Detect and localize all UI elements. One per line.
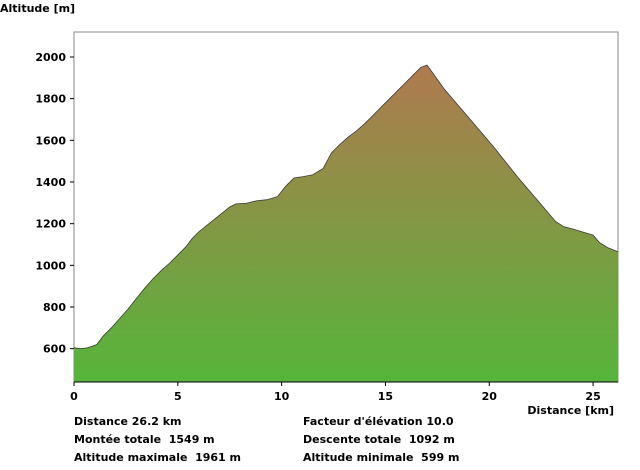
x-tick-label: 0	[70, 390, 78, 403]
elevation-area	[74, 65, 618, 382]
y-axis-label: Altitude [m]	[0, 2, 75, 15]
x-tick-label: 5	[174, 390, 182, 403]
elevation-line	[73, 64, 619, 350]
y-tick-label: 1200	[35, 218, 66, 231]
y-tick-label: 2000	[35, 51, 66, 64]
y-tick-label: 600	[43, 343, 66, 356]
stat-total-descent: Descente totale 1092 m	[303, 433, 455, 446]
elevation-chart: 600 800 1000 1200 1400 1600 1800 2000 0 5 10 15 20 2…	[0, 2, 619, 417]
x-tick-label: 15	[378, 390, 393, 403]
stat-max-altitude: Altitude maximale 1961 m	[74, 451, 241, 464]
stat-total-ascent: Montée totale 1549 m	[74, 433, 215, 446]
stat-elevation-factor: Facteur d'élévation 10.0	[303, 415, 454, 428]
y-tick-label: 1400	[35, 176, 66, 189]
y-tick-label: 1600	[35, 134, 66, 147]
x-axis-label: Distance [km]	[527, 404, 614, 417]
y-tick-label: 800	[43, 301, 66, 314]
stat-min-altitude: Altitude minimale 599 m	[303, 451, 460, 464]
x-tick-label: 25	[585, 390, 600, 403]
stat-distance: Distance 26.2 km	[74, 415, 182, 428]
x-tick-label: 20	[482, 390, 498, 403]
y-tick-label: 1000	[35, 259, 66, 272]
y-tick-label: 1800	[35, 93, 66, 106]
x-tick-label: 10	[274, 390, 290, 403]
